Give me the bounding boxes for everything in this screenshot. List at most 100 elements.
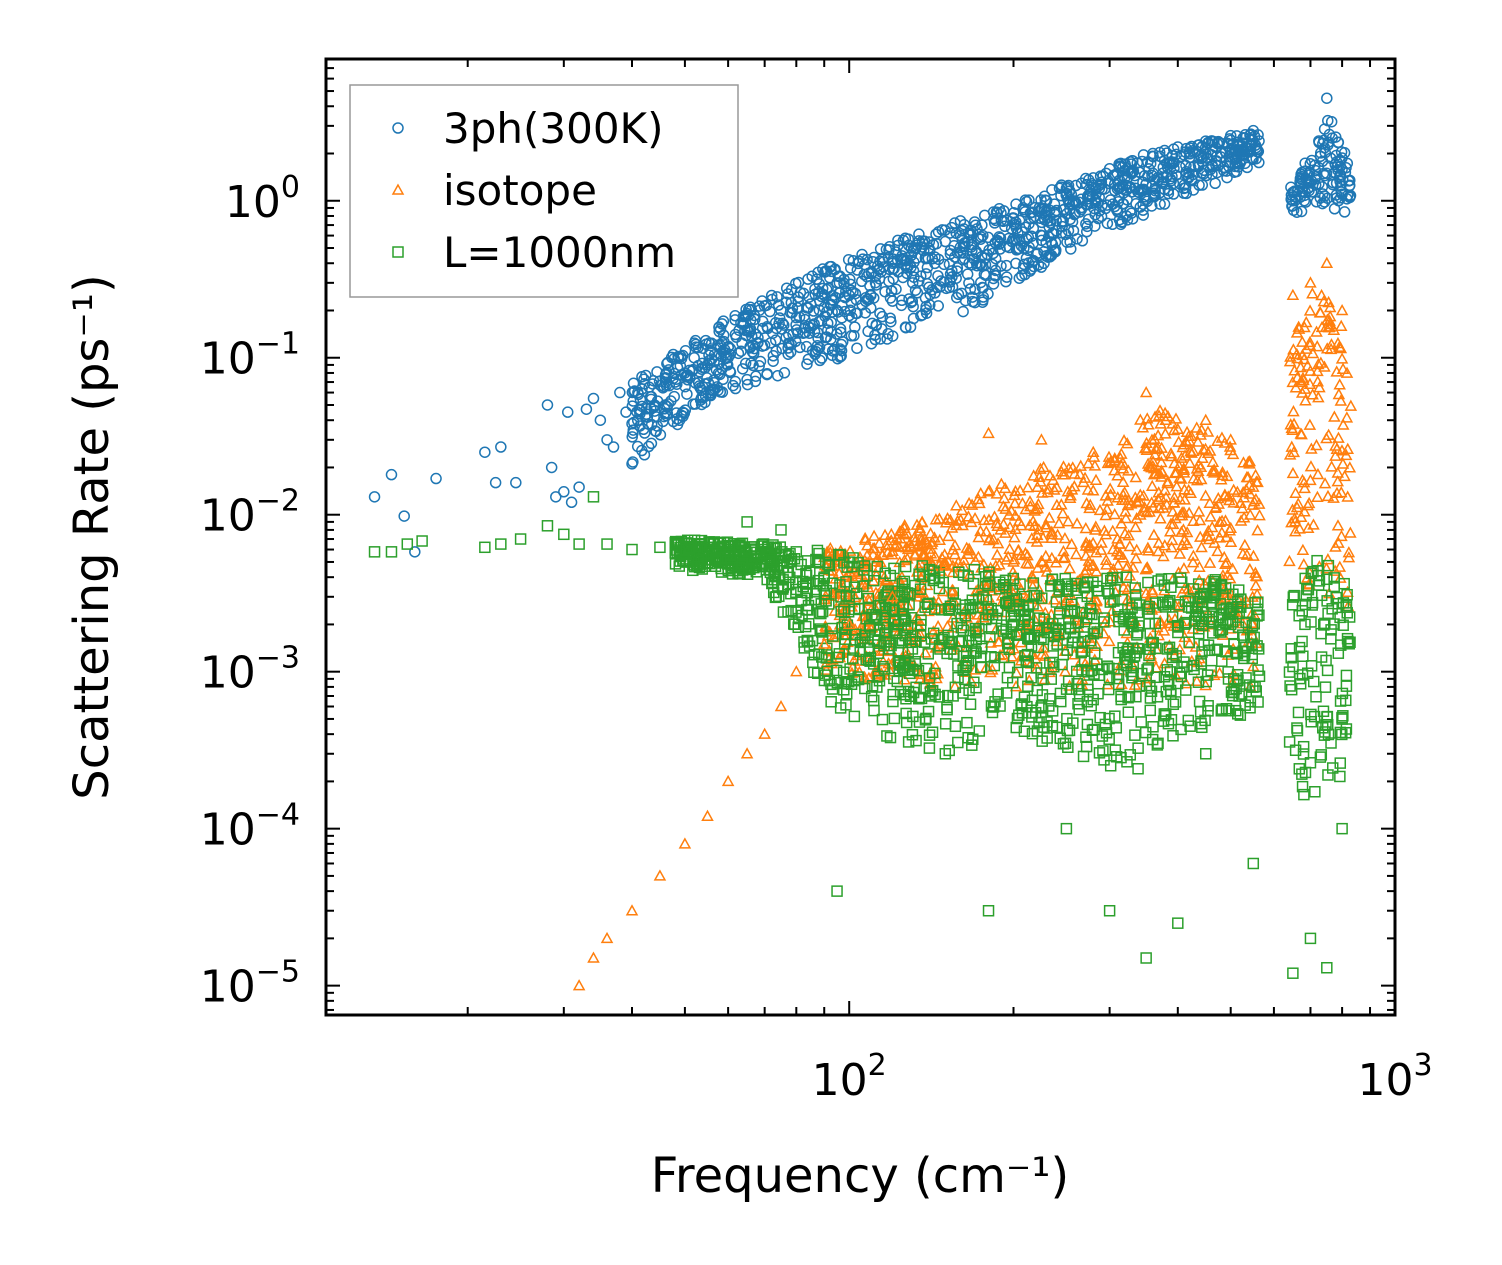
data-point (1075, 646, 1087, 659)
data-point (1169, 696, 1182, 708)
data-point (845, 284, 857, 296)
data-point (732, 347, 745, 360)
data-point (1221, 568, 1234, 581)
data-point (489, 476, 502, 489)
data-point (952, 736, 964, 749)
data-point (1053, 613, 1065, 626)
data-point (1007, 618, 1020, 631)
data-point (1106, 572, 1119, 584)
data-point (858, 531, 872, 544)
data-point (1058, 468, 1071, 480)
data-point (847, 552, 859, 564)
y-tick-label: 10−4 (200, 798, 300, 856)
data-point (722, 543, 734, 556)
data-point (1178, 149, 1190, 161)
data-point (1296, 371, 1310, 383)
x-axis-tick-labels: 102 103 (812, 1048, 1433, 1106)
data-point (1182, 595, 1194, 607)
data-point (1033, 202, 1046, 214)
data-point (1172, 917, 1184, 929)
data-point (1310, 340, 1324, 352)
data-point (1151, 545, 1165, 557)
data-point (1243, 562, 1257, 575)
data-point (1184, 429, 1198, 441)
data-point (1295, 205, 1308, 218)
data-point (858, 560, 871, 572)
data-point (994, 523, 1007, 535)
data-point (1165, 581, 1177, 593)
data-point (1061, 515, 1075, 527)
data-point (842, 617, 856, 630)
data-point (1116, 462, 1130, 474)
data-point (1178, 182, 1190, 195)
data-point (1111, 558, 1125, 570)
data-point (1121, 214, 1134, 226)
data-point (1192, 573, 1206, 586)
data-point (878, 663, 891, 675)
data-point (1253, 509, 1266, 521)
data-point (1036, 531, 1050, 543)
data-point (820, 652, 833, 664)
data-point (1207, 463, 1221, 475)
data-point (1220, 646, 1232, 658)
data-point (976, 219, 988, 231)
data-point (838, 602, 852, 614)
data-point (1285, 683, 1298, 696)
data-point (1283, 736, 1296, 748)
data-point (895, 523, 909, 536)
data-point (1323, 317, 1337, 330)
data-point (1244, 702, 1256, 714)
data-point (1093, 503, 1107, 516)
data-point (634, 408, 646, 420)
data-point (1231, 485, 1244, 497)
data-point (1146, 585, 1159, 598)
data-point (965, 515, 978, 528)
data-point (1137, 489, 1150, 501)
data-point (1340, 694, 1352, 707)
data-point (1336, 152, 1348, 164)
data-point (671, 418, 684, 431)
data-point (1314, 306, 1327, 318)
data-point (1130, 646, 1142, 659)
data-point (1325, 152, 1337, 164)
data-point (912, 664, 925, 677)
data-point (1298, 788, 1310, 801)
data-point (1328, 203, 1341, 215)
data-point (1207, 466, 1221, 478)
data-point (545, 461, 558, 474)
data-point (834, 351, 846, 363)
data-point (1343, 180, 1356, 192)
data-point (886, 590, 899, 602)
x-tick-label: 102 (812, 1048, 887, 1106)
data-point (1101, 494, 1114, 506)
data-point (898, 575, 911, 588)
data-point (1232, 708, 1244, 720)
data-point (1240, 548, 1254, 560)
data-point (1344, 526, 1357, 538)
data-point (1307, 518, 1320, 530)
y-tick-label: 10−3 (200, 641, 300, 699)
data-point (1194, 460, 1208, 473)
data-point (987, 272, 1000, 285)
data-point (1147, 468, 1161, 480)
data-point (817, 637, 831, 649)
data-point (1039, 549, 1053, 561)
data-point (784, 555, 796, 568)
data-point (1301, 359, 1314, 371)
data-point (790, 665, 803, 677)
data-point (1309, 164, 1322, 177)
data-point (871, 681, 883, 693)
data-point (1126, 671, 1138, 684)
data-point (1045, 249, 1058, 262)
data-point (979, 258, 992, 271)
data-point (658, 410, 670, 423)
data-point (1057, 215, 1069, 227)
data-point (970, 625, 982, 637)
data-point (1008, 531, 1021, 543)
data-point (1167, 698, 1180, 711)
data-point (1322, 769, 1334, 781)
data-point (908, 531, 921, 543)
data-point (514, 533, 527, 545)
data-point (1115, 447, 1128, 459)
data-point (1193, 560, 1206, 572)
